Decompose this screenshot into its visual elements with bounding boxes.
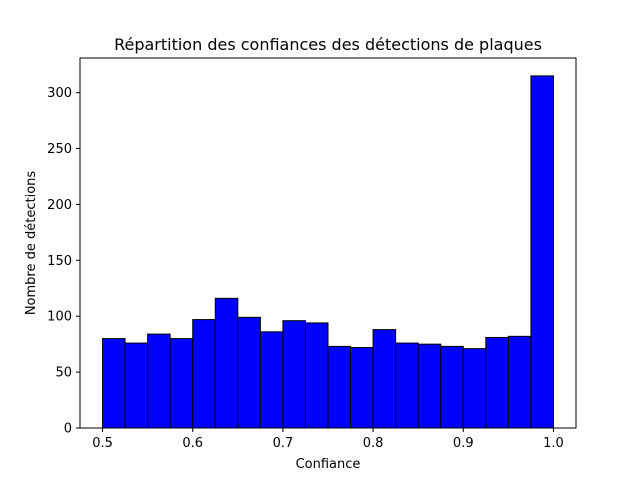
- y-tick-label: 50: [55, 366, 72, 381]
- x-axis-ticks: 0.5 0.6 0.7 0.8 0.9 1.0: [92, 428, 564, 451]
- histogram-bar-13: [395, 342, 419, 429]
- histogram-bar-5: [214, 297, 239, 429]
- histogram-bar-3: [169, 338, 194, 429]
- histogram-bar-1: [124, 342, 149, 429]
- histogram-bar-0: [102, 338, 126, 429]
- histogram-bar-15: [440, 345, 464, 429]
- histogram-bar-2: [147, 333, 171, 429]
- y-tick-label: 100: [47, 310, 72, 325]
- y-tick-label: 300: [47, 86, 72, 101]
- x-tick-label: 0.6: [182, 436, 203, 451]
- y-tick-label: 250: [47, 142, 72, 157]
- histogram-bar-7: [259, 331, 284, 429]
- histogram-bar-19: [530, 75, 554, 429]
- chart-title: Répartition des confiances des détection…: [114, 35, 542, 54]
- x-tick-label: 0.9: [453, 436, 474, 451]
- y-axis-ticks: 0 50 100 150 200 250 300: [47, 86, 80, 437]
- y-tick-label: 200: [47, 198, 72, 213]
- histogram-bar-8: [282, 320, 306, 429]
- y-tick-label: 0: [64, 422, 72, 437]
- y-axis-label: Nombre de détections: [24, 171, 39, 316]
- histogram-bar-17: [485, 336, 509, 429]
- histogram-bar-16: [462, 348, 487, 429]
- histogram-bar-4: [192, 319, 216, 429]
- x-tick-label: 0.8: [363, 436, 384, 451]
- x-tick-label: 0.7: [273, 436, 294, 451]
- x-tick-label: 1.0: [543, 436, 564, 451]
- histogram-bar-11: [350, 347, 374, 429]
- histogram-bar-18: [507, 335, 532, 429]
- histogram-bar-14: [417, 343, 442, 429]
- histogram-bar-12: [372, 329, 397, 429]
- y-tick-label: 150: [47, 254, 72, 269]
- bars-group: [102, 75, 554, 429]
- histogram-bar-9: [304, 322, 329, 429]
- x-axis-label: Confiance: [296, 457, 361, 472]
- histogram-bar-6: [237, 316, 261, 429]
- histogram-bar-10: [327, 345, 352, 429]
- plot-frame: [79, 57, 577, 429]
- x-tick-label: 0.5: [92, 436, 113, 451]
